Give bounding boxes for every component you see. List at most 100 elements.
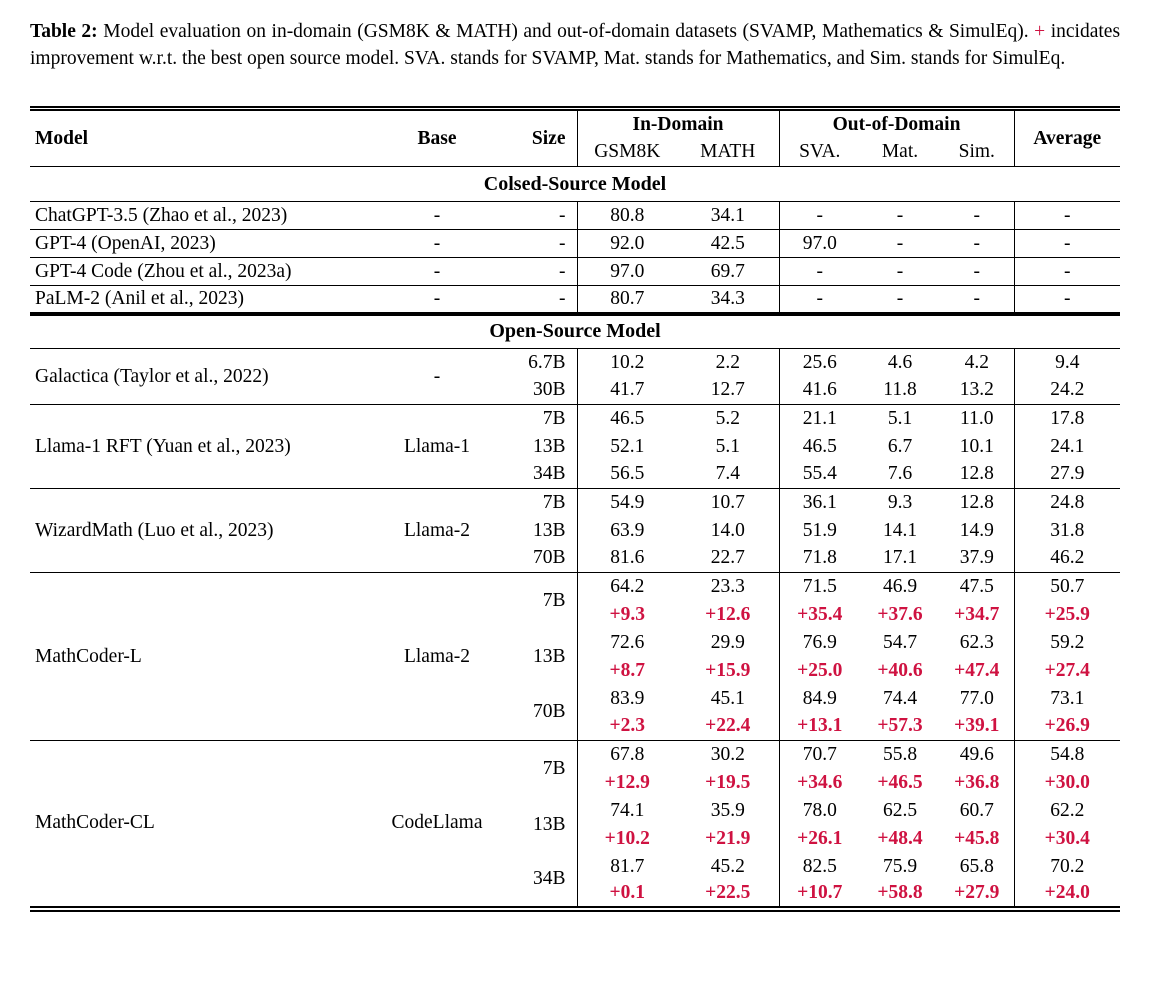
- col-group-in-domain: In-Domain: [577, 108, 780, 139]
- model-cell: WizardMath (Luo et al., 2023): [30, 488, 382, 573]
- model-cell: MathCoder-L: [30, 572, 382, 741]
- model-cell: MathCoder-CL: [30, 740, 382, 909]
- value-cell: 47.5: [940, 572, 1015, 601]
- table-row: 34B 56.5 7.4 55.4 7.6 12.8 27.9: [30, 460, 1120, 489]
- value-cell: 14.1: [882, 519, 918, 541]
- delta-cell: +12.6: [677, 600, 780, 629]
- value-cell: 55.8: [860, 740, 940, 769]
- value-cell: -: [940, 285, 1015, 314]
- value-cell: 46.5: [577, 404, 677, 433]
- value-cell: 9.4: [1014, 348, 1121, 377]
- size-cell: 7B: [492, 740, 578, 797]
- table-row: 13B 52.1 5.1 46.5 6.7 10.1 24.1: [30, 432, 1120, 461]
- table-row: 70B 83.9 45.1 84.9 74.4 77.0 73.1: [30, 684, 1120, 741]
- section-title: Open-Source Model: [30, 311, 1121, 349]
- delta-cell: +8.7: [609, 659, 646, 681]
- value-cell: 54.8: [1014, 740, 1121, 769]
- value-cell: 10.2: [577, 348, 677, 377]
- table-header: Model Base Size In-Domain Out-of-Domain …: [30, 108, 1121, 167]
- delta-cell: +25.0: [797, 659, 843, 681]
- value-cell: 81.6: [610, 547, 645, 569]
- value-cell: -: [779, 257, 860, 286]
- value-cell: 80.8: [577, 201, 677, 230]
- value-cell: 70.2: [1050, 855, 1085, 877]
- value-cell: 2.2: [677, 348, 780, 377]
- value-cell: 24.2: [1050, 379, 1085, 401]
- delta-cell: +10.7: [797, 882, 843, 903]
- delta-cell: +12.9: [604, 771, 650, 793]
- value-cell: -: [860, 257, 940, 286]
- size-cell: 70B: [492, 544, 578, 573]
- base-cell: Llama-1: [382, 404, 492, 489]
- value-cell: 14.9: [940, 516, 1015, 545]
- value-cell: 10.7: [677, 488, 780, 517]
- value-cell: -: [1014, 257, 1121, 286]
- value-cell: 65.8: [940, 852, 1015, 881]
- table-row: Galactica (Taylor et al., 2022) -6.7B 10.2…: [30, 348, 1121, 405]
- value-cell: -: [860, 229, 940, 258]
- value-cell: 4.6: [860, 348, 940, 377]
- delta-cell: +30.4: [1044, 827, 1090, 849]
- value-cell: 54.9: [577, 488, 677, 517]
- value-cell: 51.9: [802, 519, 837, 541]
- size-cell: 7B: [492, 488, 578, 517]
- value-cell: 80.7: [577, 285, 677, 314]
- improvement-row: +0.1 +22.5 +10.7 +58.8 +27.9 +24.0: [30, 880, 1120, 909]
- value-cell: 17.8: [1014, 404, 1121, 433]
- value-cell: 75.9: [882, 855, 918, 877]
- delta-cell: +27.9: [940, 880, 1015, 909]
- value-cell: 64.2: [577, 572, 677, 601]
- delta-cell: +26.9: [1044, 715, 1090, 737]
- col-group-out-of-domain: Out-of-Domain: [779, 108, 1015, 139]
- caption-plus-sign: +: [1034, 21, 1046, 42]
- value-cell: 46.2: [1050, 547, 1085, 569]
- value-cell: 62.3: [940, 628, 1015, 657]
- delta-cell: +26.1: [797, 827, 843, 849]
- size-cell: 13B: [492, 432, 578, 461]
- value-cell: 14.0: [677, 516, 780, 545]
- size-cell: -: [492, 257, 578, 286]
- value-cell: 62.2: [1050, 799, 1085, 821]
- base-cell: Llama-2: [382, 488, 492, 573]
- value-cell: 22.7: [677, 544, 780, 573]
- delta-cell: +10.2: [604, 827, 650, 849]
- col-header-sim: Sim.: [940, 138, 1015, 167]
- size-cell: 13B: [492, 796, 578, 853]
- value-cell: -: [1014, 201, 1121, 230]
- table-caption: Table 2: Model evaluation on in-domain (…: [30, 19, 1120, 72]
- delta-cell: +22.4: [677, 712, 780, 741]
- size-cell: 6.7B: [492, 348, 578, 377]
- section-title: Colsed-Source Model: [30, 166, 1121, 202]
- value-cell: 71.8: [802, 547, 837, 569]
- table-row: PaLM-2 (Anil et al., 2023) - -80.7 34.3- - - -: [30, 285, 1121, 314]
- delta-cell: +36.8: [940, 768, 1015, 797]
- value-cell: 25.6: [779, 348, 860, 377]
- col-header-math: MATH: [677, 138, 780, 167]
- value-cell: -: [860, 201, 940, 230]
- size-cell: 30B: [492, 376, 578, 405]
- size-cell: -: [492, 285, 578, 314]
- value-cell: 76.9: [802, 631, 837, 653]
- delta-cell: +24.0: [1044, 882, 1090, 903]
- table-row: GPT-4 (OpenAI, 2023) - -92.0 42.5 97.0- - -: [30, 229, 1121, 258]
- table-row: ChatGPT-3.5 (Zhao et al., 2023) - -80.8 34.…: [30, 201, 1121, 230]
- base-cell: -: [382, 201, 492, 230]
- value-cell: 69.7: [677, 257, 780, 286]
- value-cell: 83.9: [610, 687, 645, 709]
- size-cell: 34B: [492, 460, 578, 489]
- value-cell: -: [940, 229, 1015, 258]
- value-cell: -: [779, 285, 860, 314]
- value-cell: 62.5: [882, 799, 918, 821]
- model-cell: PaLM-2 (Anil et al., 2023): [30, 285, 382, 314]
- section-header-row: Open-Source Model: [30, 311, 1121, 349]
- value-cell: 11.8: [883, 379, 917, 401]
- value-cell: -: [940, 201, 1015, 230]
- value-cell: 36.1: [779, 488, 860, 517]
- value-cell: 70.7: [779, 740, 860, 769]
- delta-cell: +30.0: [1044, 771, 1090, 793]
- value-cell: 72.6: [610, 631, 645, 653]
- col-header-model: Model: [30, 108, 382, 167]
- value-cell: 11.0: [940, 404, 1015, 433]
- col-header-mat: Mat.: [860, 138, 940, 167]
- col-header-gsm8k: GSM8K: [577, 138, 677, 167]
